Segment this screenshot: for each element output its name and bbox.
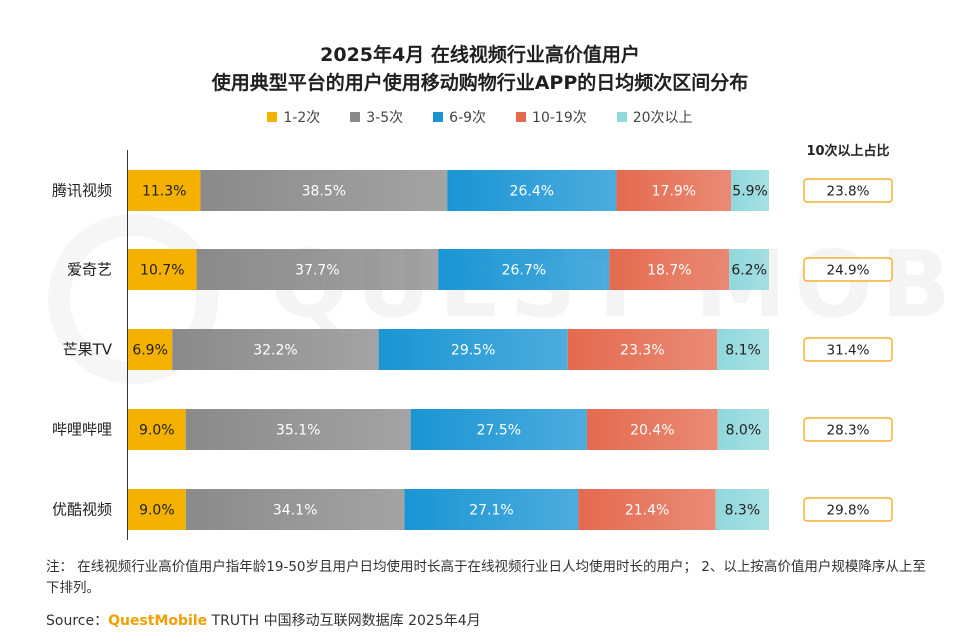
category-label: 哔哩哔哩 (52, 421, 112, 439)
y-axis-line (127, 150, 128, 540)
bar-segment (128, 489, 186, 530)
data-label: 38.5% (302, 184, 346, 200)
legend-swatch (433, 112, 444, 122)
bar-segment (586, 409, 718, 450)
legend-swatch (616, 112, 627, 122)
legend-item: 20次以上 (616, 107, 693, 127)
bar-segment (128, 170, 201, 211)
data-label: 35.1% (276, 423, 320, 439)
data-label: 29.5% (451, 343, 495, 359)
data-label: 23.3% (620, 343, 664, 359)
data-label: 26.7% (502, 263, 546, 279)
bar-segment (185, 409, 411, 450)
data-label: 27.1% (469, 503, 513, 519)
data-label: 6.9% (132, 343, 168, 359)
data-label: 8.0% (726, 423, 762, 439)
category-label: 腾讯视频 (52, 182, 112, 200)
data-label: 10.7% (140, 263, 184, 279)
legend-label: 6-9次 (449, 110, 487, 126)
bar-segment (128, 409, 186, 450)
chart-subtitle: 使用典型平台的用户使用移动购物行业APP的日均频次区间分布 (211, 72, 749, 94)
bar-segment (567, 329, 718, 370)
bar-segment (185, 489, 405, 530)
bar-segment (200, 170, 448, 211)
legend-item: 1-2次 (267, 107, 320, 127)
share-value: 23.8% (827, 184, 870, 200)
bar-segment (378, 329, 568, 370)
bar-segment (609, 249, 730, 290)
bar-segment (404, 489, 579, 530)
legend-label: 10-19次 (532, 110, 587, 126)
category-label: 芒果TV (63, 341, 113, 359)
data-label: 9.0% (139, 503, 175, 519)
share-box (803, 417, 893, 442)
data-label: 17.9% (652, 184, 696, 200)
data-label: 8.1% (725, 343, 761, 359)
legend-label: 20次以上 (632, 110, 693, 126)
data-label: 32.2% (253, 343, 297, 359)
share-box (803, 178, 893, 203)
bar-segment (731, 170, 769, 211)
category-label: 优酷视频 (52, 501, 112, 519)
bar-segment (715, 489, 769, 530)
bar-segment (438, 249, 610, 290)
footnote: 注： 在线视频行业高价值用户指年龄19-50岁且用户日均使用时长高于在线视频行业… (46, 559, 926, 596)
bar-segment (729, 249, 769, 290)
legend: 1-2次 3-5次 6-9次 10-19次 20次以上 (0, 107, 960, 127)
source-label: Source： (46, 613, 109, 629)
data-label: 37.7% (295, 263, 339, 279)
data-label: 9.0% (139, 423, 175, 439)
data-label: 27.5% (477, 423, 521, 439)
legend-swatch (267, 112, 278, 122)
source-line: Source：QuestMobile TRUTH 中国移动互联网数据库 2025… (46, 610, 481, 630)
data-label: 26.4% (510, 184, 554, 200)
share-value: 29.8% (827, 503, 870, 519)
share-box (803, 337, 893, 362)
data-label: 11.3% (142, 184, 186, 200)
share-box (803, 497, 893, 522)
legend-label: 3-5次 (366, 110, 404, 126)
bar-segment (128, 249, 197, 290)
bar-segment (172, 329, 379, 370)
data-label: 8.3% (725, 503, 761, 519)
chart-title: 2025年4月 在线视频行业高价值用户 (320, 44, 640, 66)
share-value: 28.3% (827, 423, 870, 439)
share-value: 31.4% (827, 343, 870, 359)
legend-item: 6-9次 (433, 107, 486, 127)
legend-item: 10-19次 (516, 107, 587, 127)
source-rest: TRUTH 中国移动互联网数据库 2025年4月 (207, 613, 481, 629)
category-label: 爱奇艺 (67, 261, 112, 279)
data-label: 21.4% (625, 503, 669, 519)
bar-segment (717, 329, 769, 370)
bar-segment (717, 409, 769, 450)
bar-segment (196, 249, 439, 290)
data-label: 20.4% (630, 423, 674, 439)
share-box (803, 257, 893, 282)
data-label: 6.2% (731, 263, 767, 279)
legend-swatch (350, 112, 361, 122)
data-label: 34.1% (273, 503, 317, 519)
data-label: 18.7% (647, 263, 691, 279)
legend-item: 3-5次 (350, 107, 403, 127)
bar-segment (447, 170, 617, 211)
bar-segment (578, 489, 716, 530)
legend-label: 1-2次 (283, 110, 321, 126)
bar-segment (616, 170, 732, 211)
source-brand: QuestMobile (108, 613, 208, 629)
share-column-header: 10次以上占比 (806, 144, 890, 159)
share-value: 24.9% (827, 263, 870, 279)
bar-segment (410, 409, 587, 450)
bar-segment (128, 329, 173, 370)
data-label: 5.9% (732, 184, 768, 200)
legend-swatch (516, 112, 527, 122)
